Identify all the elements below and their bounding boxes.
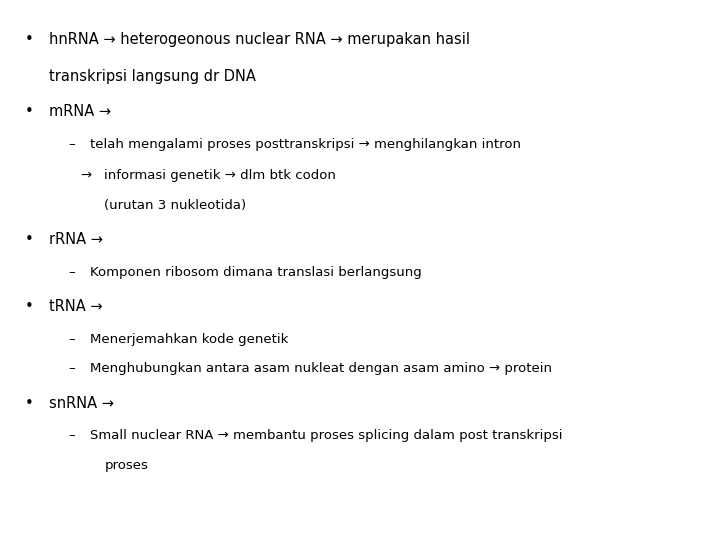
Text: –: – [68, 266, 75, 279]
Text: mRNA →: mRNA → [49, 104, 111, 119]
Text: –: – [68, 333, 75, 346]
Text: Menghubungkan antara asam nukleat dengan asam amino → protein: Menghubungkan antara asam nukleat dengan… [90, 362, 552, 375]
Text: rRNA →: rRNA → [49, 232, 103, 247]
Text: (urutan 3 nukleotida): (urutan 3 nukleotida) [104, 199, 246, 212]
Text: Komponen ribosom dimana translasi berlangsung: Komponen ribosom dimana translasi berlan… [90, 266, 422, 279]
Text: –: – [68, 362, 75, 375]
Text: Small nuclear RNA → membantu proses splicing dalam post transkripsi: Small nuclear RNA → membantu proses spli… [90, 429, 562, 442]
Text: transkripsi langsung dr DNA: transkripsi langsung dr DNA [49, 69, 256, 84]
Text: –: – [68, 429, 75, 442]
Text: telah mengalami proses posttranskripsi → menghilangkan intron: telah mengalami proses posttranskripsi →… [90, 138, 521, 151]
Text: •: • [25, 32, 34, 48]
Text: hnRNA → heterogeonous nuclear RNA → merupakan hasil: hnRNA → heterogeonous nuclear RNA → meru… [49, 32, 470, 48]
Text: •: • [25, 104, 34, 119]
Text: •: • [25, 232, 34, 247]
Text: proses: proses [104, 459, 148, 472]
Text: •: • [25, 299, 34, 314]
Text: •: • [25, 396, 34, 411]
Text: →: → [81, 169, 91, 182]
Text: tRNA →: tRNA → [49, 299, 102, 314]
Text: Menerjemahkan kode genetik: Menerjemahkan kode genetik [90, 333, 289, 346]
Text: –: – [68, 138, 75, 151]
Text: informasi genetik → dlm btk codon: informasi genetik → dlm btk codon [104, 169, 336, 182]
Text: snRNA →: snRNA → [49, 396, 114, 411]
